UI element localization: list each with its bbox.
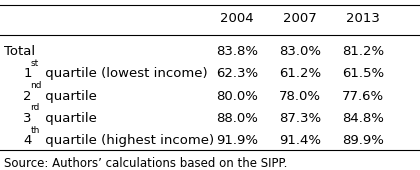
Text: 83.0%: 83.0% [279, 45, 321, 58]
Text: 91.4%: 91.4% [279, 134, 321, 147]
Text: 2004: 2004 [220, 12, 254, 25]
Text: quartile (highest income): quartile (highest income) [41, 134, 214, 147]
Text: 88.0%: 88.0% [216, 112, 258, 125]
Text: 3: 3 [23, 112, 32, 125]
Text: 80.0%: 80.0% [216, 90, 258, 103]
Text: 78.0%: 78.0% [279, 90, 321, 103]
Text: 2007: 2007 [284, 12, 317, 25]
Text: nd: nd [30, 81, 42, 90]
Text: 89.9%: 89.9% [342, 134, 384, 147]
Text: st: st [30, 59, 39, 68]
Text: 2: 2 [23, 90, 32, 103]
Text: quartile (lowest income): quartile (lowest income) [41, 67, 207, 80]
Text: 87.3%: 87.3% [279, 112, 321, 125]
Text: 1: 1 [23, 67, 32, 80]
Text: rd: rd [30, 104, 39, 112]
Text: th: th [30, 126, 39, 134]
Text: 84.8%: 84.8% [342, 112, 384, 125]
Text: Source: Authors’ calculations based on the SIPP.: Source: Authors’ calculations based on t… [4, 157, 288, 170]
Text: 62.3%: 62.3% [216, 67, 258, 80]
Text: 83.8%: 83.8% [216, 45, 258, 58]
Text: 2013: 2013 [346, 12, 380, 25]
Text: quartile: quartile [41, 90, 97, 103]
Text: 61.5%: 61.5% [342, 67, 384, 80]
Text: Total: Total [4, 45, 35, 58]
Text: 91.9%: 91.9% [216, 134, 258, 147]
Text: 4: 4 [23, 134, 32, 147]
Text: 77.6%: 77.6% [342, 90, 384, 103]
Text: 61.2%: 61.2% [279, 67, 321, 80]
Text: quartile: quartile [41, 112, 97, 125]
Text: 81.2%: 81.2% [342, 45, 384, 58]
